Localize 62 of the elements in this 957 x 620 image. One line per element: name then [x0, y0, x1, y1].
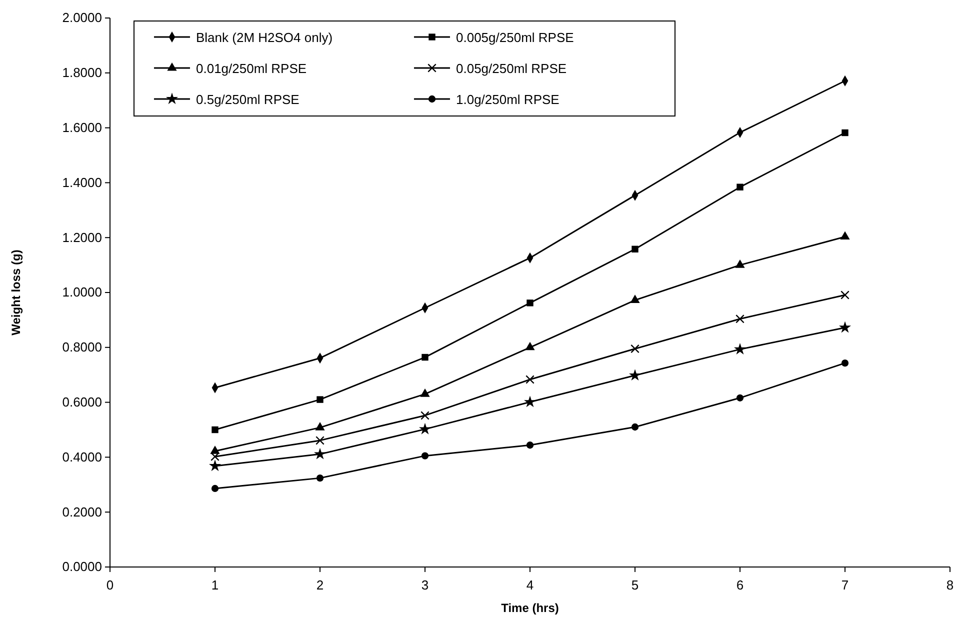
y-tick-label: 0.4000 [62, 449, 102, 464]
point [420, 388, 430, 397]
x-tick-label: 3 [421, 577, 429, 592]
point [210, 446, 220, 454]
point [524, 396, 536, 408]
x-tick-label: 4 [526, 577, 534, 592]
point [842, 129, 848, 136]
x-tick-label: 7 [841, 577, 849, 592]
point [315, 422, 325, 430]
point [526, 442, 534, 449]
y-axis-title: Weight loss (g) [9, 250, 23, 336]
y-tick-label: 2.0000 [62, 10, 102, 26]
y-tick-label: 1.0000 [62, 284, 102, 300]
x-tick-label: 0 [106, 577, 114, 592]
point [838, 321, 852, 333]
x-tick-label: 1 [211, 577, 219, 592]
point [630, 344, 640, 354]
y-tick-label: 1.2000 [62, 230, 102, 245]
y-tick-label: 0.2000 [62, 504, 102, 520]
x-tick-label: 5 [631, 577, 639, 592]
x-axis-title: Time (hrs) [501, 601, 559, 615]
point [422, 354, 428, 361]
point [630, 294, 640, 303]
x-tick-label: 6 [736, 577, 744, 592]
x-tick-label: 2 [316, 577, 324, 592]
point [736, 184, 744, 190]
point [316, 436, 324, 445]
x-tick-label: 8 [946, 577, 954, 592]
point [316, 396, 324, 403]
y-tick-label: 0.0000 [62, 559, 102, 574]
legend-label: 0.01g/250ml RPSE [196, 61, 307, 76]
point [840, 231, 850, 240]
point [841, 359, 849, 367]
point [314, 448, 326, 460]
legend-label: 0.05g/250ml RPSE [456, 61, 567, 76]
point [525, 342, 535, 350]
point [736, 394, 744, 402]
point [526, 300, 534, 306]
point [208, 460, 222, 472]
y-tick-label: 1.8000 [62, 65, 102, 80]
point [212, 426, 218, 434]
point [735, 260, 745, 268]
legend-label: Blank (2M H2SO4 only) [196, 30, 333, 45]
point [734, 342, 746, 354]
point [840, 290, 850, 300]
point [736, 314, 744, 324]
point [526, 375, 534, 384]
legend-label: 0.5g/250ml RPSE [196, 92, 300, 107]
legend-label: 1.0g/250ml RPSE [456, 92, 560, 107]
y-tick-label: 1.4000 [62, 174, 102, 190]
point [420, 411, 430, 420]
point [316, 474, 324, 482]
y-tick-label: 0.8000 [62, 340, 102, 355]
point [631, 423, 639, 431]
point [418, 422, 432, 434]
point [210, 452, 220, 462]
point [211, 484, 219, 492]
legend-label: 0.005g/250ml RPSE [456, 30, 574, 45]
point [421, 452, 429, 460]
point [632, 246, 638, 252]
y-tick-label: 1.6000 [62, 120, 102, 135]
y-tick-label: 0.6000 [62, 394, 102, 410]
